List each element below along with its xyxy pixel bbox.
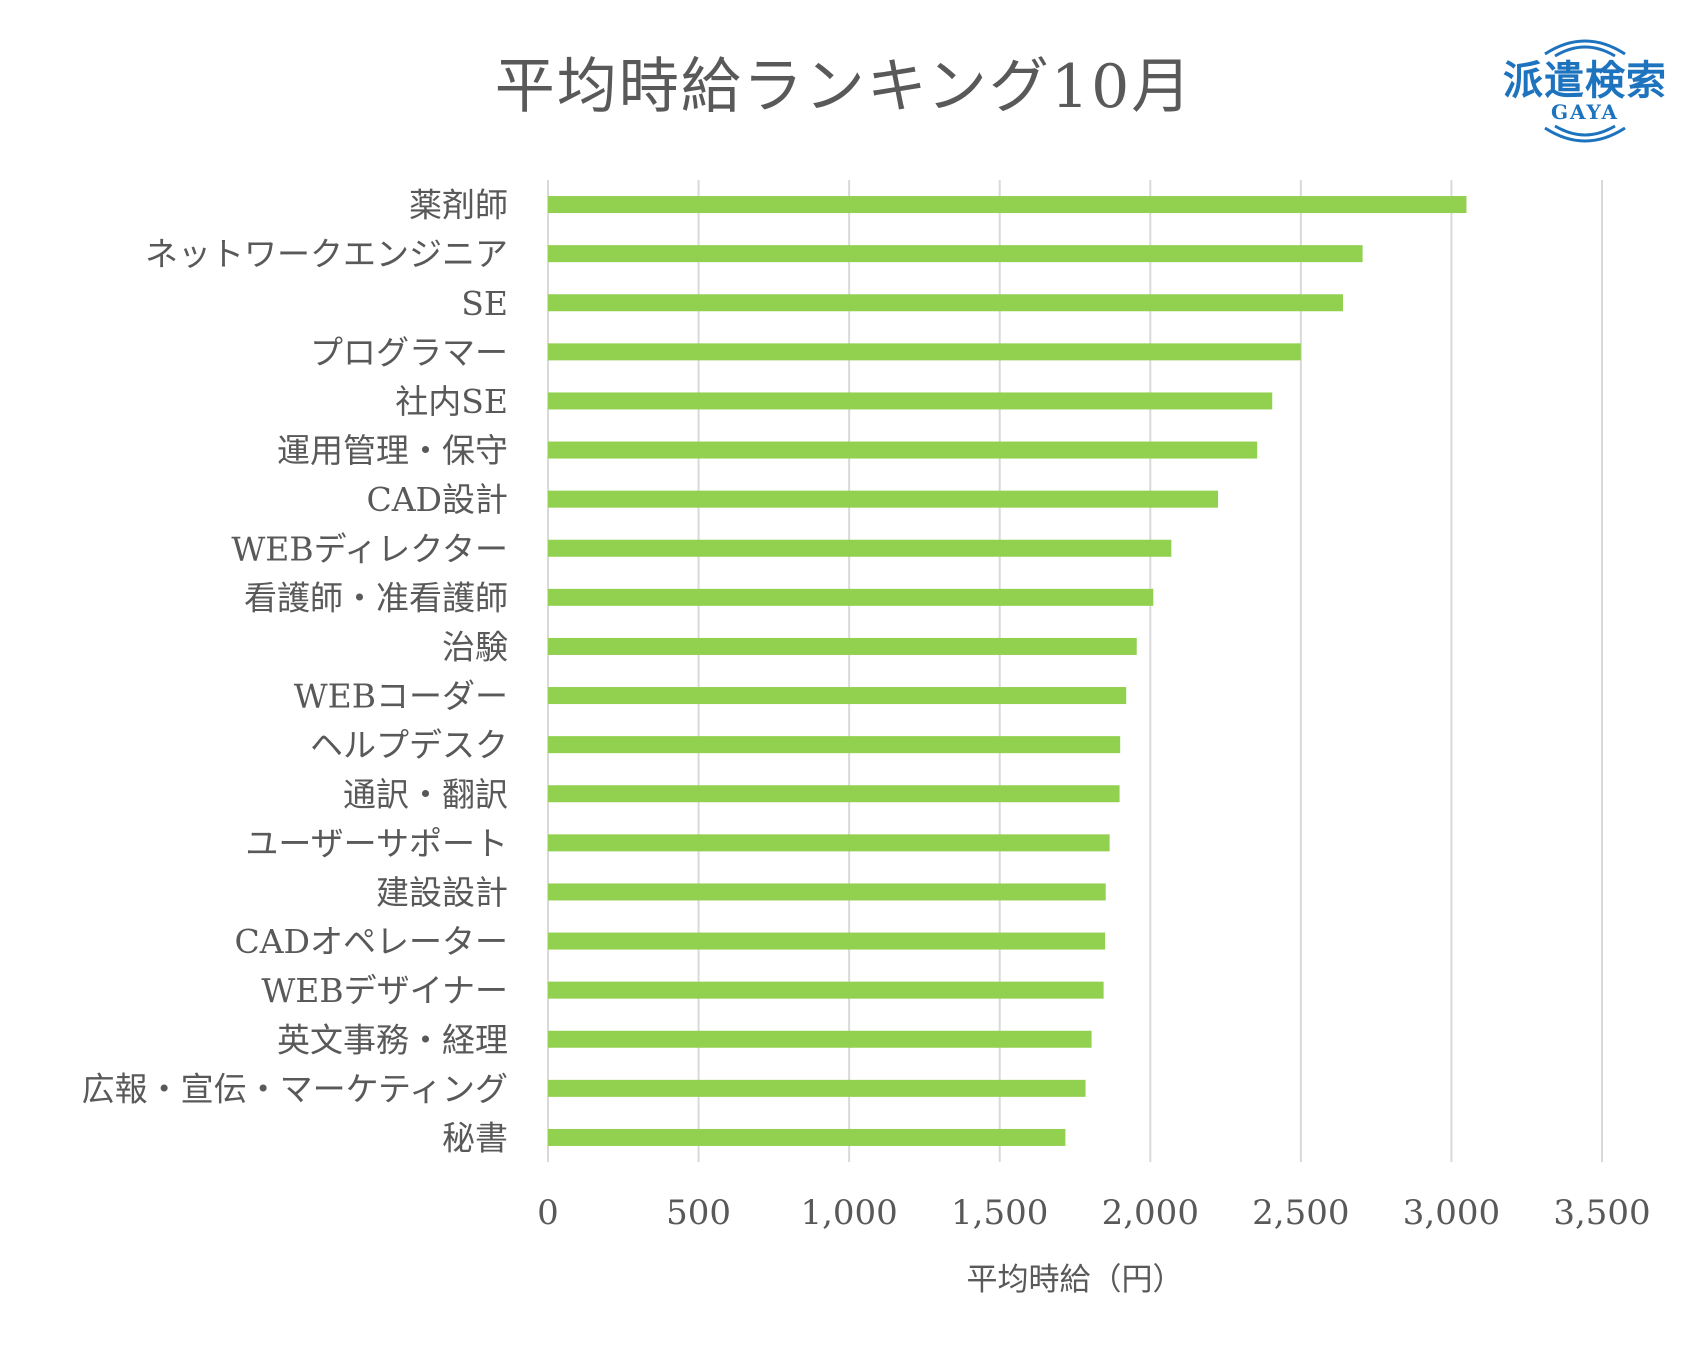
bar — [548, 1128, 1066, 1146]
bar — [548, 981, 1104, 999]
bar — [548, 392, 1273, 410]
category-label: CADオペレーター — [234, 922, 508, 961]
bar — [548, 883, 1106, 901]
x-tick-label: 0 — [537, 1193, 559, 1233]
category-label: ユーザーサポート — [245, 824, 508, 863]
category-label: 社内SE — [395, 382, 508, 421]
bar — [548, 932, 1106, 950]
x-tick-label: 3,000 — [1403, 1193, 1500, 1233]
category-label: CAD設計 — [366, 480, 508, 519]
bar — [548, 245, 1363, 263]
category-label: 通訳・翻訳 — [343, 775, 508, 814]
logo-arc-icon — [1544, 39, 1626, 143]
bar — [548, 1079, 1086, 1097]
category-label: 看護師・准看護師 — [244, 578, 508, 617]
bar — [548, 539, 1172, 557]
category-label: WEBデザイナー — [261, 971, 508, 1010]
x-axis-title: 平均時給（円） — [967, 1262, 1184, 1298]
category-label: 治験 — [442, 627, 508, 666]
bar — [548, 490, 1219, 508]
x-tick-label: 2,500 — [1252, 1193, 1349, 1233]
bar — [548, 294, 1344, 312]
x-tick-label: 1,000 — [800, 1193, 897, 1233]
category-label: プログラマー — [310, 333, 508, 372]
category-label: 広報・宣伝・マーケティング — [82, 1069, 508, 1108]
bar — [548, 834, 1110, 852]
bar — [548, 196, 1467, 214]
logo-text: 派遣検索 — [1503, 58, 1667, 104]
chart-title: 平均時給ランキング10月 — [494, 52, 1194, 122]
category-label: ネットワークエンジニア — [145, 235, 508, 274]
bar — [548, 785, 1120, 803]
category-label: 英文事務・経理 — [277, 1020, 508, 1059]
category-label: WEBディレクター — [231, 529, 508, 568]
category-label: ヘルプデスク — [310, 726, 508, 765]
bar — [548, 441, 1258, 459]
category-label: 薬剤師 — [409, 186, 508, 225]
bar — [548, 343, 1301, 361]
bar — [548, 736, 1121, 754]
x-tick-label: 3,500 — [1553, 1193, 1650, 1233]
logo-subtext: GAYA — [1550, 100, 1620, 124]
bar — [548, 1030, 1092, 1048]
bar — [548, 637, 1137, 655]
category-label: 運用管理・保守 — [277, 431, 508, 470]
bar — [548, 687, 1127, 705]
category-label: 秘書 — [442, 1118, 508, 1157]
bar — [548, 588, 1154, 606]
logo: 派遣検索 GAYA — [1490, 20, 1680, 150]
category-label: 建設設計 — [376, 873, 508, 912]
x-tick-label: 1,500 — [951, 1193, 1048, 1233]
x-tick-label: 2,000 — [1102, 1193, 1199, 1233]
category-label: SE — [461, 284, 508, 323]
x-tick-label: 500 — [666, 1193, 731, 1233]
category-label: WEBコーダー — [294, 677, 508, 716]
